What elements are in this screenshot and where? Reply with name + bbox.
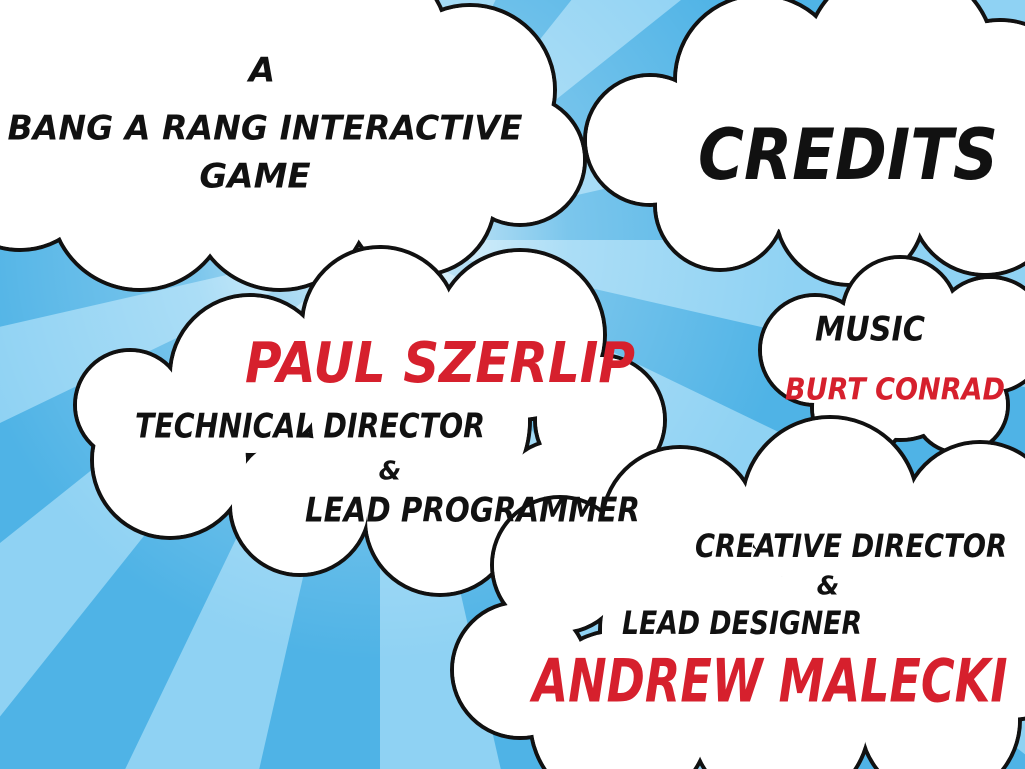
cloud <box>450 415 1025 769</box>
cloud-puff <box>152 2 388 238</box>
role: LEAD PROGRAMMER <box>305 491 640 531</box>
cloud-puff <box>172 297 328 453</box>
cloud-puff <box>494 499 626 631</box>
role: CREATIVE DIRECTOR <box>695 527 1007 565</box>
role: LEAD DESIGNER <box>622 604 862 642</box>
cloud <box>73 245 667 597</box>
music-label: MUSIC <box>815 310 925 350</box>
cloud-puff <box>454 604 586 736</box>
intro-line: BANG A RANG INTERACTIVE <box>8 109 523 149</box>
cloud-puff <box>832 302 968 438</box>
cloud <box>583 0 1025 287</box>
cloud-puff <box>77 352 183 458</box>
programmer-name: PAUL SZERLIP <box>245 331 635 396</box>
cloud-puff <box>312 312 528 528</box>
role: TECHNICAL DIRECTOR <box>135 407 485 447</box>
cloud-puff <box>0 92 98 248</box>
music-name: BURT CONRAD <box>785 373 1005 408</box>
intro-line: A <box>246 51 275 91</box>
title: CREDITS <box>698 114 998 196</box>
ampersand: & <box>379 457 402 487</box>
ampersand: & <box>817 572 840 602</box>
cloud-puff <box>772 522 968 718</box>
cloud-puff <box>602 532 798 728</box>
cloud-puff <box>347 127 493 273</box>
intro-line: GAME <box>199 157 310 197</box>
designer-name: ANDREW MALECKI <box>529 647 1007 717</box>
cloud-puff <box>732 32 948 248</box>
cloud <box>0 0 587 292</box>
